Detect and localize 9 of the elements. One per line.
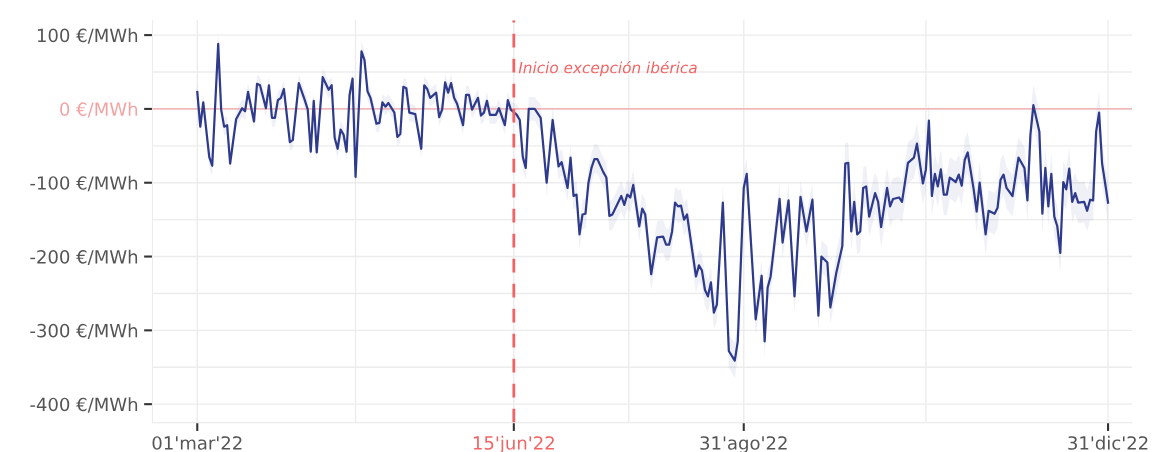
x-tick-label: 31'dic'22: [1068, 435, 1148, 450]
y-tick-label: -400 €/MWh: [30, 397, 138, 413]
ref-line-label: Inicio excepción ibérica: [518, 60, 697, 77]
x-tick-label: 01'mar'22: [152, 436, 242, 450]
y-tick-label: 100 €/MWh: [37, 28, 138, 44]
y-tick-label: 0 €/MWh: [60, 102, 138, 118]
y-tick-label: -300 €/MWh: [30, 323, 138, 339]
y-tick-label: -200 €/MWh: [30, 249, 138, 266]
y-tick-label: -100 €/MWh: [30, 175, 138, 192]
